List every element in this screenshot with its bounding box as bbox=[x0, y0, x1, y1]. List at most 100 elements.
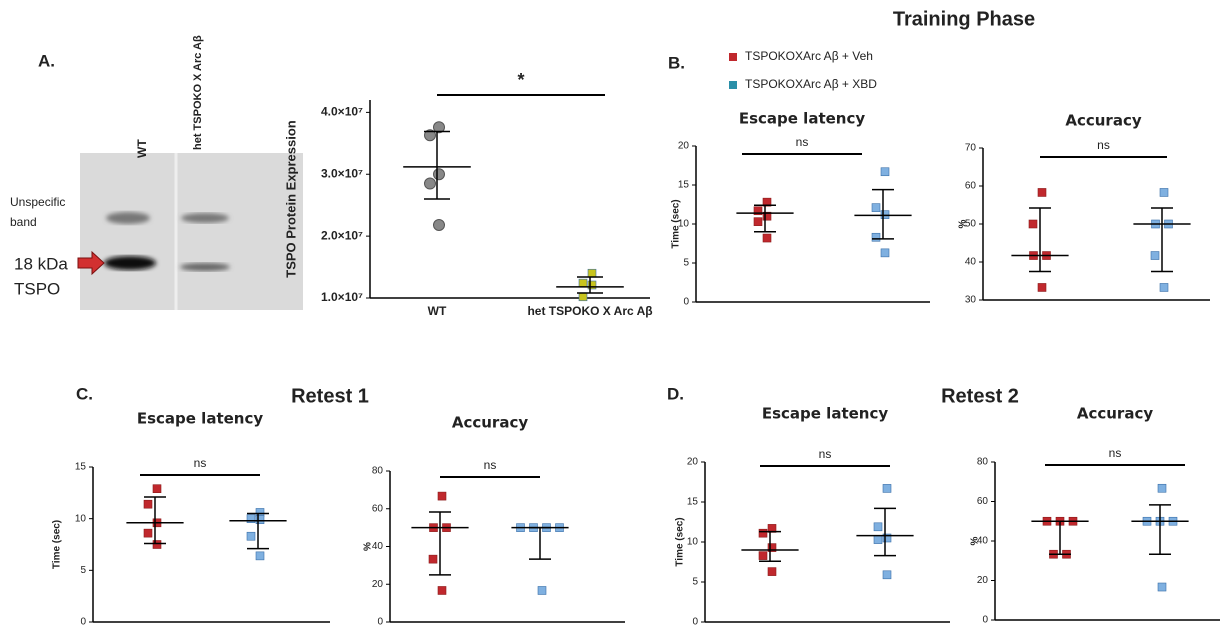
data-point bbox=[759, 552, 767, 560]
data-point bbox=[579, 279, 587, 287]
y-tick-label: 5 bbox=[80, 565, 86, 576]
y-tick-label: 10 bbox=[75, 513, 87, 524]
y-tick-label: 0 bbox=[692, 617, 698, 625]
panel-label: B. bbox=[668, 53, 685, 72]
data-point bbox=[579, 293, 587, 301]
y-tick-label: 30 bbox=[965, 295, 977, 306]
data-point bbox=[256, 516, 264, 524]
blot-band bbox=[104, 256, 156, 270]
y-tick-label: 60 bbox=[372, 503, 384, 514]
y-tick-label: 15 bbox=[687, 497, 699, 508]
y-tick-label: 60 bbox=[977, 496, 989, 507]
data-point bbox=[1160, 188, 1168, 196]
blot-label: 18 kDa bbox=[14, 254, 68, 273]
data-point bbox=[1158, 484, 1166, 492]
blot-label: Unspecific bbox=[10, 195, 65, 209]
y-axis-label: TSPO Protein Expression bbox=[283, 120, 298, 278]
legend-label: TSPOKOXArc Aβ + XBD bbox=[745, 77, 877, 91]
data-point bbox=[874, 523, 882, 531]
section-title: Retest 1 bbox=[291, 385, 369, 407]
y-tick-label: 4.0×10⁷ bbox=[321, 105, 363, 119]
blot-band bbox=[106, 212, 150, 224]
data-point bbox=[247, 532, 255, 540]
y-tick-label: 20 bbox=[977, 575, 989, 586]
y-tick-label: 80 bbox=[372, 466, 384, 477]
chart-title: Accuracy bbox=[1065, 112, 1141, 130]
significance-label: ns bbox=[819, 447, 832, 461]
significance-label: ns bbox=[484, 458, 497, 472]
y-tick-label: 0 bbox=[982, 615, 988, 625]
data-point bbox=[434, 169, 445, 180]
y-axis-label: % bbox=[363, 542, 374, 551]
chart-title: Escape latency bbox=[762, 405, 888, 423]
blot: WT het TSPOKO X Arc Aβ Unspecific band 1… bbox=[10, 35, 303, 310]
data-point bbox=[588, 281, 596, 289]
y-tick-label: 15 bbox=[75, 462, 87, 473]
blot-label: band bbox=[10, 215, 37, 229]
data-point bbox=[438, 586, 446, 594]
data-point bbox=[153, 485, 161, 493]
data-point bbox=[881, 211, 889, 219]
y-axis-label: Time (sec) bbox=[671, 199, 682, 248]
blot-label: TSPO bbox=[14, 279, 60, 298]
y-tick-label: 0 bbox=[683, 297, 689, 308]
y-tick-label: 3.0×10⁷ bbox=[321, 166, 363, 180]
data-point bbox=[1029, 220, 1037, 228]
blot-band bbox=[180, 263, 230, 271]
data-point bbox=[1158, 583, 1166, 591]
significance-label: ns bbox=[796, 135, 809, 149]
data-point bbox=[425, 178, 436, 189]
significance-label: ns bbox=[1109, 446, 1122, 460]
y-axis-label: % bbox=[958, 219, 969, 228]
data-point bbox=[256, 508, 264, 516]
data-point bbox=[1160, 283, 1168, 291]
y-tick-label: 20 bbox=[678, 141, 690, 152]
data-point bbox=[256, 552, 264, 560]
panel-label: A. bbox=[38, 51, 55, 70]
data-point bbox=[874, 536, 882, 544]
y-tick-label: 1.0×10⁷ bbox=[321, 290, 363, 304]
y-axis-label: Time (sec) bbox=[52, 520, 63, 569]
y-tick-label: 2.0×10⁷ bbox=[321, 228, 363, 242]
data-point bbox=[881, 249, 889, 257]
chart-title: Accuracy bbox=[1077, 405, 1153, 423]
y-tick-label: 20 bbox=[687, 457, 699, 468]
y-tick-label: 0 bbox=[80, 617, 86, 625]
significance-label: ns bbox=[194, 456, 207, 470]
data-point bbox=[438, 492, 446, 500]
y-tick-label: 70 bbox=[965, 143, 977, 154]
data-point bbox=[881, 168, 889, 176]
data-point bbox=[1151, 252, 1159, 260]
section-title: Retest 2 bbox=[941, 385, 1019, 407]
panel-label: C. bbox=[76, 384, 93, 403]
y-tick-label: 5 bbox=[683, 258, 689, 269]
data-point bbox=[1038, 283, 1046, 291]
blot-membrane bbox=[80, 153, 303, 310]
significance-label: ns bbox=[1097, 138, 1110, 152]
panel-label: D. bbox=[667, 384, 684, 403]
data-point bbox=[768, 568, 776, 576]
data-point bbox=[153, 541, 161, 549]
y-tick-label: 0 bbox=[377, 617, 383, 625]
y-tick-label: 20 bbox=[372, 579, 384, 590]
y-tick-label: 80 bbox=[977, 457, 989, 468]
y-tick-label: 40 bbox=[965, 257, 977, 268]
y-tick-label: 15 bbox=[678, 180, 690, 191]
legend-label: TSPOKOXArc Aβ + Veh bbox=[745, 49, 873, 63]
data-point bbox=[434, 219, 445, 230]
x-tick-label: WT bbox=[428, 304, 447, 318]
data-point bbox=[588, 269, 596, 277]
y-axis-label: Time (sec) bbox=[675, 517, 686, 566]
data-point bbox=[883, 571, 891, 579]
data-point bbox=[872, 233, 880, 241]
x-tick-label: het TSPOKO X Arc Aβ bbox=[527, 304, 652, 318]
figure: A. B. C. D. Training Phase Retest 1 Rete… bbox=[0, 0, 1228, 625]
chart-title: Accuracy bbox=[452, 414, 528, 432]
data-point bbox=[754, 218, 762, 226]
data-point bbox=[883, 484, 891, 492]
chart-title: Escape latency bbox=[739, 110, 865, 128]
y-tick-label: 60 bbox=[965, 181, 977, 192]
data-point bbox=[763, 234, 771, 242]
y-tick-label: 10 bbox=[687, 537, 699, 548]
blot-band bbox=[181, 213, 229, 223]
